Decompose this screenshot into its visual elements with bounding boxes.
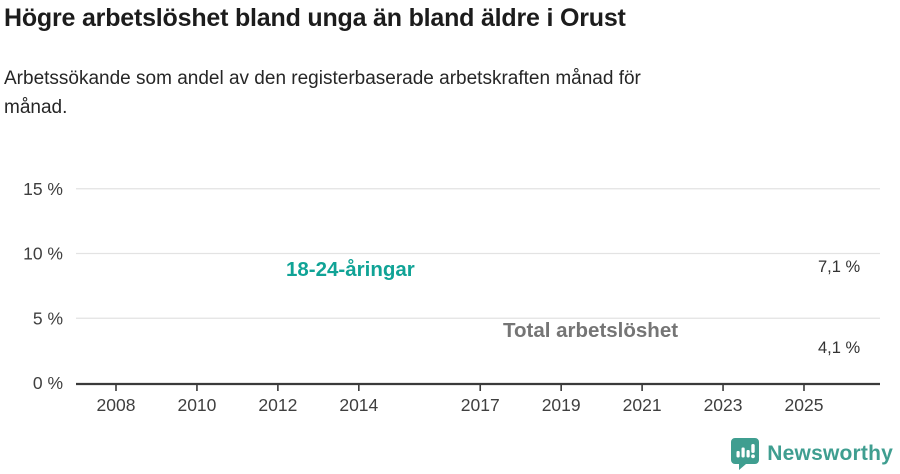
brand-footer: Newsworthy xyxy=(730,437,893,470)
subtitle-line-1: Arbetssökande som andel av den registerb… xyxy=(4,68,641,89)
y-tick-label: 10 % xyxy=(23,244,63,264)
x-tick-label: 2025 xyxy=(785,395,824,415)
x-tick-label: 2019 xyxy=(542,395,581,415)
x-tick-label: 2021 xyxy=(623,395,662,415)
x-tick-label: 2012 xyxy=(258,395,297,415)
y-tick-label: 5 % xyxy=(33,308,63,328)
end-value-label-youth: 7,1 % xyxy=(818,258,861,276)
end-value-label-total: 4,1 % xyxy=(818,339,861,357)
x-tick-label: 2023 xyxy=(704,395,743,415)
series-label-total: Total arbetslöshet xyxy=(503,319,678,342)
subtitle-line-2: månad. xyxy=(4,97,68,118)
x-tick-label: 2017 xyxy=(461,395,500,415)
x-tick-label: 2008 xyxy=(97,395,136,415)
page-title: Högre arbetslöshet bland unga än bland ä… xyxy=(4,4,626,32)
x-tick-label: 2010 xyxy=(177,395,216,415)
y-tick-label: 15 % xyxy=(23,179,63,199)
y-tick-label: 0 % xyxy=(33,373,63,393)
series-label-youth: 18-24-åringar xyxy=(286,258,415,281)
x-tick-label: 2014 xyxy=(339,395,378,415)
chart-subtitle: Arbetssökande som andel av den registerb… xyxy=(4,64,641,122)
newsworthy-logo-icon xyxy=(731,438,760,470)
brand-name: Newsworthy xyxy=(767,441,893,465)
